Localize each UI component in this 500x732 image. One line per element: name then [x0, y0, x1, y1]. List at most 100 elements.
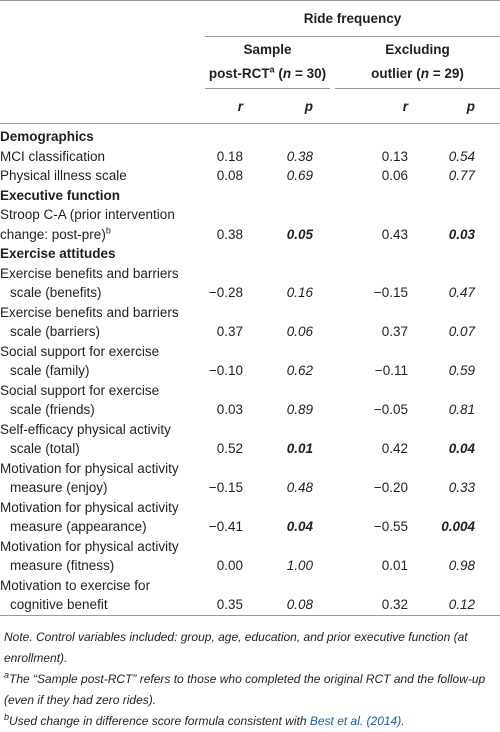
row-label: Motivation for physical activity measure … — [0, 498, 205, 537]
label-text: measure (appearance) — [10, 519, 147, 534]
cell-value: 0.04 — [286, 519, 313, 534]
group-title: Excluding — [385, 41, 450, 57]
label-text: Social support for exercise — [0, 382, 160, 398]
column-header: p — [260, 89, 330, 124]
note: Note. Control variables included: group,… — [4, 629, 468, 665]
row-label-line: measure (enjoy) — [0, 478, 205, 498]
group-header: Excluding outlier (n = 29) — [330, 37, 500, 90]
footnote-mark: b — [4, 711, 10, 722]
table-row: Exercise benefits and barriers scale (bar… — [0, 303, 500, 342]
cell-value: 0.69 — [286, 168, 313, 183]
section-label: Executive function — [0, 187, 121, 203]
row-label-line: Motivation for physical activity — [0, 498, 205, 518]
group-title: Sample — [243, 41, 292, 57]
label-text: scale (family) — [10, 363, 90, 378]
column-header: r — [330, 89, 420, 124]
label-text: Stroop C-A (prior intervention — [0, 207, 175, 222]
label-text: Exercise benefits and barriers — [0, 304, 179, 320]
cell-value: 0.33 — [448, 480, 476, 495]
row-label-line: Motivation for physical activity — [0, 459, 205, 479]
table-row: Physical illness scale 0.08 0.69 0.06 0.77 — [0, 166, 500, 186]
cell-value: 0.03 — [216, 402, 243, 417]
cell-value: 0.43 — [381, 226, 408, 242]
n-symbol: n — [420, 65, 429, 81]
citation-link: Best et al. (2014) — [309, 713, 402, 728]
cell-value: 0.77 — [448, 168, 476, 183]
label-text: Exercise benefits and barriers — [0, 265, 179, 281]
row-label-line: measure (fitness) — [0, 556, 205, 576]
table-row: Self-efficacy physical activity scale (to… — [0, 420, 500, 459]
row-label-line: scale (total) — [0, 439, 205, 459]
table-row: Motivation for physical activity measure … — [0, 537, 500, 576]
footnote-end: . — [401, 713, 405, 728]
footnote-text: Used change in difference score formula … — [9, 713, 310, 728]
cell-value: 0.18 — [216, 148, 243, 164]
row-label-line: measure (appearance) — [0, 517, 205, 537]
row-label-line: MCI classification — [0, 147, 205, 167]
cell-value: −0.55 — [373, 519, 408, 534]
cell-value: 0.37 — [381, 324, 408, 339]
cell-value: 0.04 — [448, 441, 476, 456]
row-label-line: Social support for exercise — [0, 381, 205, 401]
table-row: Exercise benefits and barriers scale (ben… — [0, 264, 500, 303]
table-row: Motivation for physical activity measure … — [0, 498, 500, 537]
cell-value: 1.00 — [286, 558, 313, 573]
label-text: cognitive benefit — [10, 597, 108, 612]
section-label: Demographics — [0, 129, 94, 144]
row-label-line: Social support for exercise — [0, 342, 205, 362]
row-label: Physical illness scale — [0, 166, 205, 186]
row-label-line: scale (friends) — [0, 400, 205, 420]
spanner: Ride frequency — [205, 0, 500, 37]
table-row: Stroop C-A (prior intervention change: po… — [0, 205, 500, 244]
cell-value: −0.05 — [373, 402, 408, 417]
cell-value: −0.11 — [374, 363, 408, 378]
cell-value: 0.48 — [286, 480, 313, 495]
table-row: MCI classification 0.18 0.38 0.13 0.54 — [0, 147, 500, 167]
row-label-line: Self-efficacy physical activity — [0, 420, 205, 440]
row-label: Motivation for physical activity measure … — [0, 459, 205, 498]
row-label-line: Exercise benefits and barriers — [0, 303, 205, 323]
table-row: Executive function — [0, 186, 500, 206]
cell-value: −0.15 — [208, 480, 243, 495]
label-text: MCI classification — [0, 148, 106, 164]
column-header: p — [420, 89, 500, 124]
row-label-line: cognitive benefit — [0, 595, 205, 615]
footnote: aThe “Sample post-RCT” refers to those w… — [4, 669, 496, 711]
cell-value: 0.16 — [286, 285, 313, 300]
label-text: scale (friends) — [10, 402, 95, 417]
cell-value: 0.62 — [286, 363, 313, 378]
cell-value: −0.10 — [208, 363, 243, 378]
cell-value: 0.08 — [216, 168, 243, 183]
table-row: Demographics — [0, 124, 500, 147]
row-label: Exercise benefits and barriers scale (bar… — [0, 303, 205, 342]
row-label: MCI classification — [0, 147, 205, 167]
footnote-mark: a — [269, 64, 275, 74]
row-label: Motivation for physical activity measure … — [0, 537, 205, 576]
table-body: Demographics MCI classification 0.18 0.38 0.… — [0, 124, 500, 615]
label-text: scale (total) — [10, 441, 80, 456]
cell-value: 0.98 — [448, 558, 476, 573]
row-label-line: Motivation for physical activity — [0, 537, 205, 557]
footnote: bUsed change in difference score formula… — [4, 711, 496, 732]
cell-value: 0.03 — [448, 226, 476, 242]
cell-value: 0.07 — [448, 324, 476, 339]
cell-value: 0.08 — [286, 597, 313, 612]
row-label-line: scale (family) — [0, 361, 205, 381]
cell-value: 0.06 — [286, 324, 313, 339]
row-label-line: Physical illness scale — [0, 166, 205, 186]
table-row: Social support for exercise scale (friend… — [0, 381, 500, 420]
cell-value: 0.00 — [216, 558, 243, 573]
cell-value: 0.01 — [381, 558, 408, 573]
row-label-line: Motivation to exercise for — [0, 576, 205, 596]
group-label: outlier — [371, 65, 413, 81]
cell-value: 0.38 — [216, 226, 243, 242]
table-row: Motivation for physical activity measure … — [0, 459, 500, 498]
n-symbol: n — [282, 65, 292, 81]
cell-value: 0.32 — [381, 597, 408, 612]
label-text: scale (barriers) — [10, 324, 101, 339]
table-row: Exercise attitudes — [0, 244, 500, 264]
label-text: Motivation for physical activity — [0, 538, 179, 554]
table-row: Social support for exercise scale (family… — [0, 342, 500, 381]
label-text: Motivation for physical activity — [0, 499, 179, 515]
column-header: r — [205, 89, 260, 124]
